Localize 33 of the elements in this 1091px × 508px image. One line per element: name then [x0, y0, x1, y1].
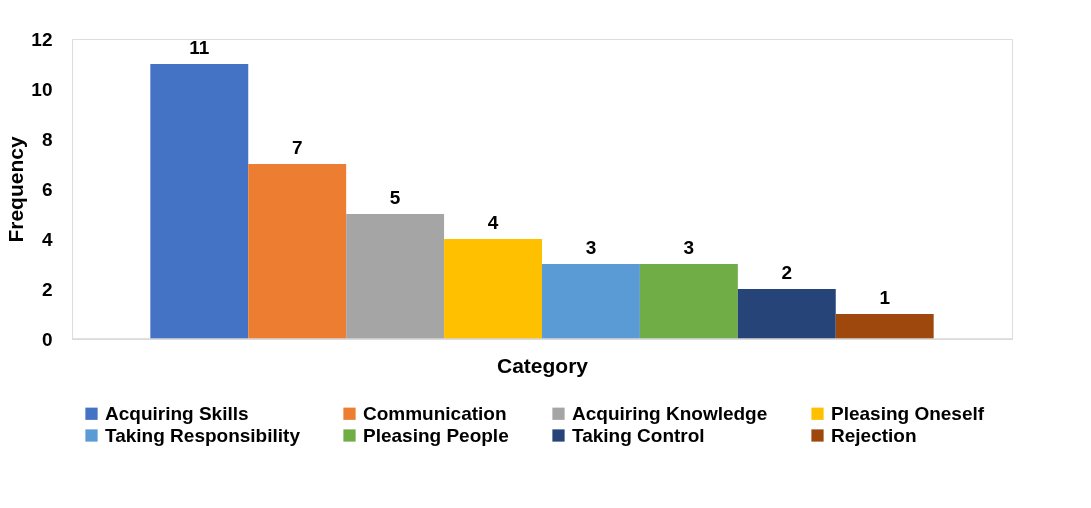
data-label: 11: [189, 37, 210, 58]
y-tick-label: 4: [41, 228, 53, 250]
bar: [542, 264, 640, 339]
data-label: 3: [683, 237, 695, 258]
legend-label: Taking Control: [572, 424, 705, 446]
legend-label: Acquiring Skills: [105, 402, 249, 424]
data-label: 2: [781, 262, 793, 283]
bar: [248, 164, 347, 339]
bar: [737, 289, 836, 339]
legend-label: Pleasing Oneself: [831, 402, 985, 424]
bar: [444, 239, 542, 339]
data-label: 4: [487, 212, 499, 233]
legend-label: Taking Responsibility: [105, 424, 301, 446]
data-label: 5: [389, 187, 401, 208]
legend-label: Acquiring Knowledge: [572, 402, 768, 424]
data-label: 1: [879, 287, 891, 308]
bar: [346, 214, 445, 339]
y-tick-label: 6: [41, 178, 53, 200]
legend-label: Rejection: [831, 424, 917, 446]
y-tick-label: 8: [41, 128, 53, 150]
x-axis-title: Category: [496, 353, 589, 377]
y-tick-label: 0: [41, 328, 53, 350]
legend-label: Communication: [363, 402, 507, 424]
bar: [639, 264, 738, 339]
data-label: 7: [291, 137, 303, 158]
bar: [150, 64, 249, 339]
legend-label: Pleasing People: [363, 424, 509, 446]
data-label: 3: [585, 237, 597, 258]
bar: [835, 314, 934, 339]
y-tick-label: 12: [31, 28, 53, 50]
y-axis-title: Frequency: [4, 136, 28, 243]
y-tick-label: 10: [31, 78, 53, 100]
y-tick-label: 2: [41, 278, 53, 300]
